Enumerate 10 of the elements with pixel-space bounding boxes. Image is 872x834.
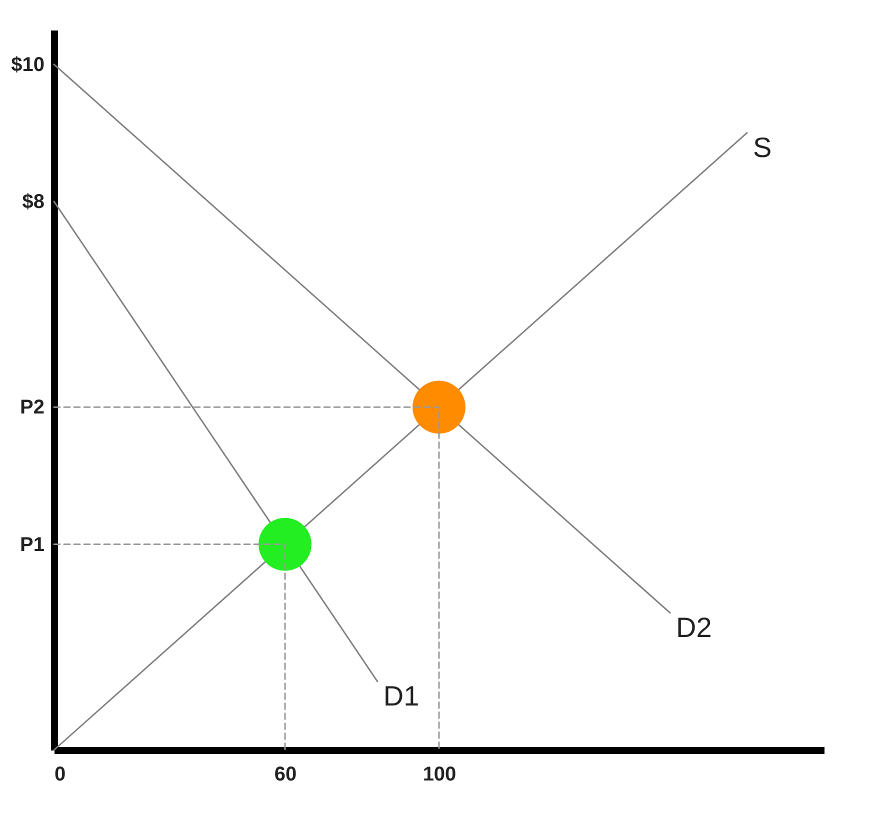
- x-tick-label: 0: [54, 764, 66, 786]
- series-label: D2: [676, 612, 712, 643]
- y-tick-label: $10: [11, 54, 44, 76]
- y-tick-label: P1: [20, 534, 44, 556]
- x-tick-label: 60: [274, 764, 297, 786]
- series-label: S: [753, 132, 772, 163]
- series-label: D1: [383, 680, 420, 712]
- y-tick-label: P2: [20, 396, 44, 419]
- x-tick-label: 100: [422, 764, 456, 786]
- y-tick-label: $8: [22, 190, 44, 213]
